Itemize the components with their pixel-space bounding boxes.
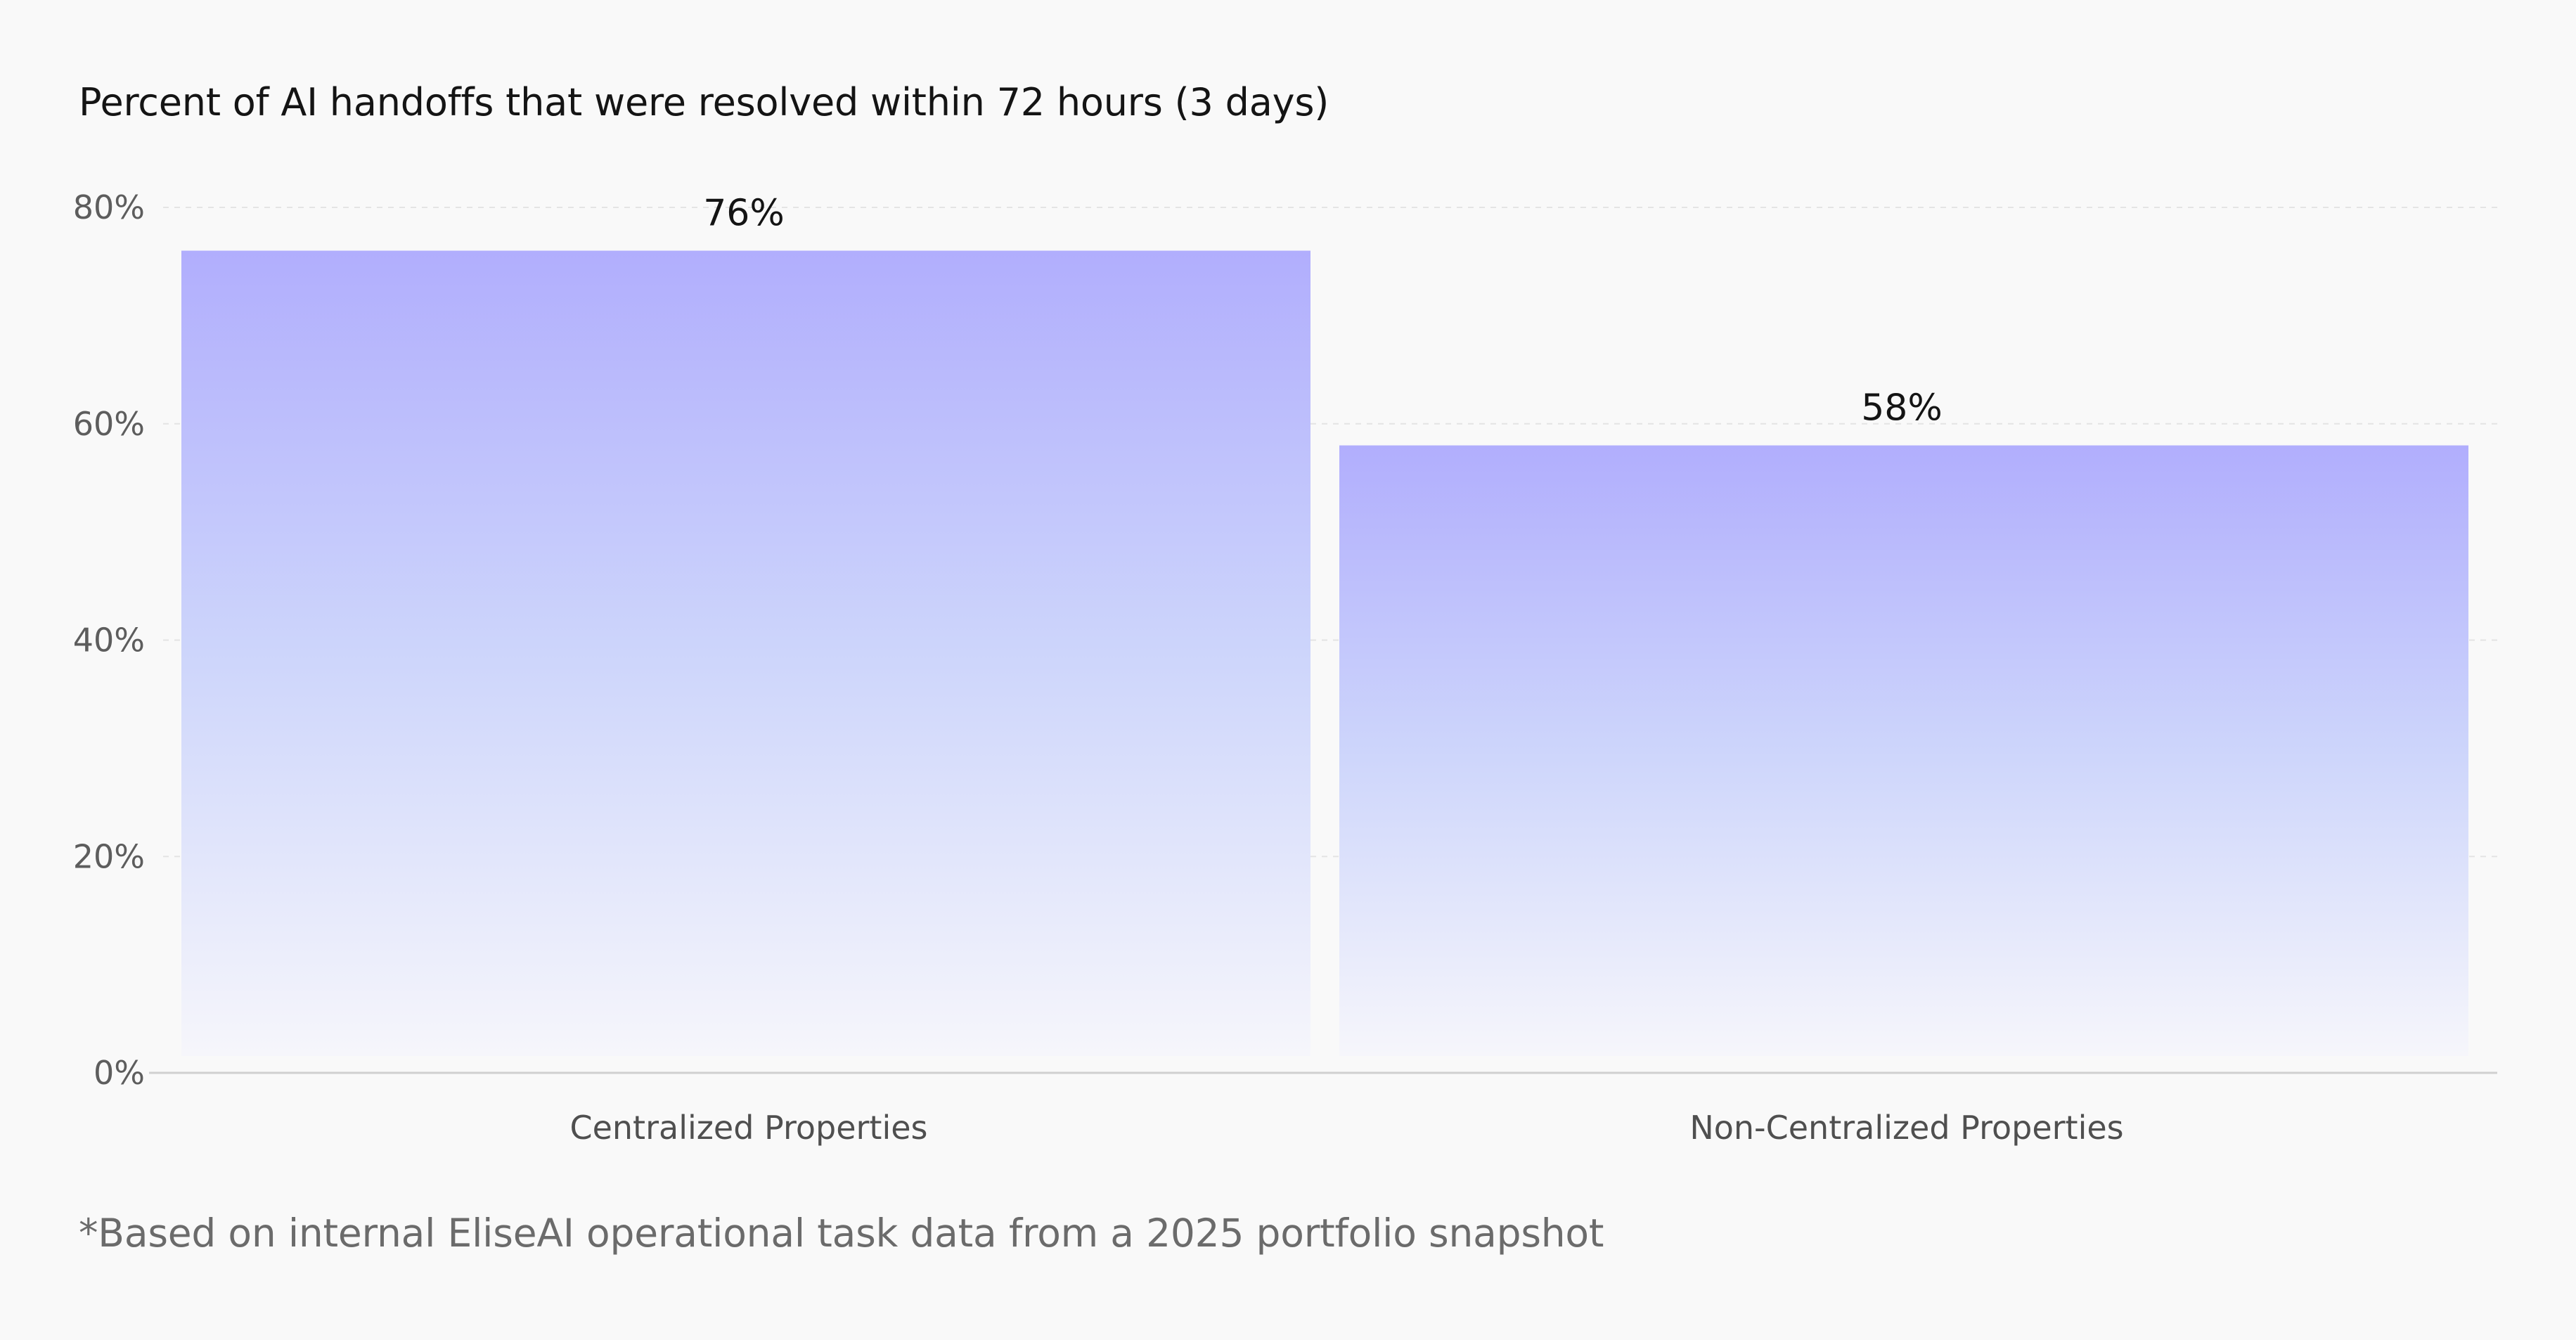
- y-tick-label: 60%: [73, 405, 145, 443]
- data-label: 76%: [703, 193, 785, 235]
- y-tick-label: 80%: [73, 188, 145, 226]
- y-tick-label: 40%: [73, 621, 145, 659]
- y-tick-label: 20%: [73, 837, 145, 875]
- x-tick-label: Non-Centralized Properties: [1689, 1109, 2123, 1147]
- labels: 0% 20% 40% 60% 80% 76% Centralized Properties 5…: [73, 188, 2124, 1147]
- data-label: 58%: [1861, 387, 1943, 430]
- footnote: *Based on internal EliseAI operational t…: [79, 1211, 1604, 1256]
- bar: [181, 250, 1310, 1056]
- bar: [1339, 445, 2468, 1056]
- chart-title: Percent of AI handoffs that were resolve…: [79, 80, 1329, 124]
- x-tick-label: Centralized Properties: [569, 1109, 927, 1147]
- y-tick-label: 0%: [94, 1054, 145, 1092]
- bars: [181, 250, 2468, 1056]
